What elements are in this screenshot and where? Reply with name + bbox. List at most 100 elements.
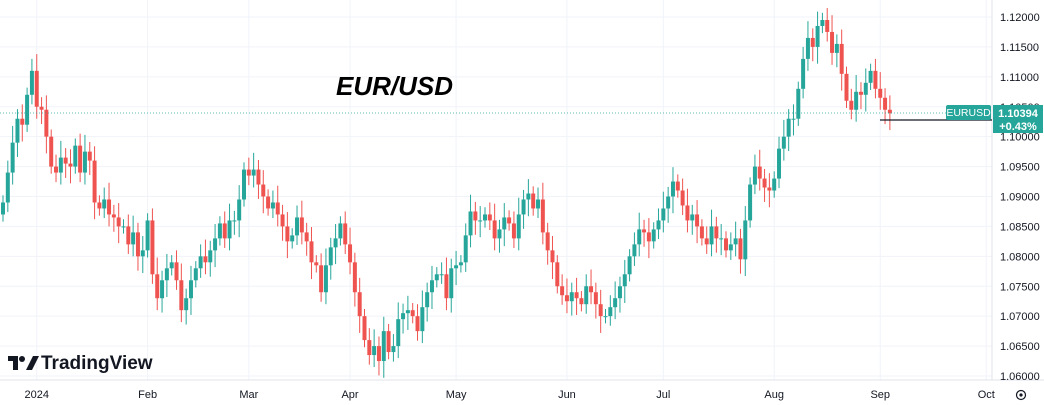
candle-body: [169, 262, 174, 269]
tradingview-icon: [8, 356, 39, 370]
candle-body: [743, 220, 748, 260]
candle-body: [608, 307, 613, 317]
candle-body: [391, 346, 396, 353]
candle: [825, 8, 830, 42]
candle: [34, 54, 39, 119]
candle: [54, 154, 59, 183]
candle: [642, 219, 647, 247]
settings-gear-icon[interactable]: [1015, 389, 1027, 401]
candle: [102, 187, 107, 219]
candle: [352, 252, 357, 307]
x-tick-label: May: [446, 389, 467, 401]
candle-body: [507, 217, 512, 224]
candle-body: [801, 58, 806, 89]
candle-body: [478, 220, 483, 222]
candle: [478, 206, 483, 238]
candle: [883, 88, 888, 125]
candle-body: [232, 220, 237, 222]
candle-body: [502, 217, 507, 230]
candle-body: [564, 295, 569, 302]
candle-body: [372, 346, 377, 356]
candle-body: [603, 316, 608, 318]
candle: [10, 125, 15, 185]
candle-body: [323, 265, 328, 293]
candle-body: [20, 118, 25, 125]
candle-body: [381, 331, 386, 362]
candle: [685, 188, 690, 233]
y-tick-label: 1.07000: [1000, 311, 1040, 323]
candle: [362, 308, 367, 348]
candle-body: [237, 199, 242, 221]
candle: [150, 208, 155, 284]
candle: [670, 167, 675, 214]
candle-body: [275, 202, 280, 215]
candle-body: [208, 250, 213, 263]
candle: [603, 308, 608, 324]
plot-area: [0, 0, 1044, 381]
candle: [622, 259, 627, 304]
candle-body: [150, 220, 155, 275]
candle: [444, 257, 449, 311]
candle: [849, 88, 854, 120]
candle-body: [92, 160, 97, 203]
candle: [613, 281, 618, 320]
candle: [854, 75, 859, 122]
candle-body: [511, 223, 516, 239]
candle-body: [680, 190, 685, 206]
candle: [107, 182, 112, 227]
candle-body: [304, 232, 309, 242]
candle-body: [579, 298, 584, 305]
candle: [545, 222, 550, 265]
candle: [521, 189, 526, 229]
candle-body: [39, 106, 44, 110]
candle-body: [78, 145, 83, 173]
candle: [367, 328, 372, 365]
candle: [714, 216, 719, 253]
candle: [748, 177, 753, 228]
candle: [526, 179, 531, 217]
candle: [608, 295, 613, 326]
candle: [473, 201, 478, 235]
candle-body: [116, 217, 121, 227]
candle: [82, 134, 87, 185]
price-tag: [993, 105, 1043, 133]
candle: [217, 216, 222, 246]
candle-body: [184, 298, 189, 311]
candle: [651, 222, 656, 249]
candle-body: [63, 157, 68, 164]
candle: [796, 81, 801, 126]
candle: [188, 265, 193, 315]
candle-body: [463, 235, 468, 263]
candle: [376, 336, 381, 376]
candle-body: [709, 226, 714, 245]
candle: [208, 240, 213, 277]
candle: [338, 216, 343, 246]
candle-body: [160, 280, 165, 299]
candle-body: [497, 229, 502, 239]
candle-body: [203, 256, 208, 263]
candle-body: [458, 262, 463, 266]
candle: [511, 211, 516, 248]
candle-body: [521, 199, 526, 215]
candle-body: [767, 187, 772, 191]
candle: [29, 58, 34, 105]
candle: [97, 195, 102, 216]
candle: [184, 288, 189, 325]
candle-body: [68, 163, 73, 167]
candle: [299, 200, 304, 245]
candle-body: [786, 118, 791, 137]
candle: [738, 228, 743, 274]
candle: [695, 200, 700, 244]
candle-body: [555, 262, 560, 287]
candle: [791, 104, 796, 136]
candle-body: [516, 214, 521, 239]
candle: [743, 206, 748, 277]
candle: [690, 204, 695, 235]
candle: [232, 210, 237, 235]
candle: [878, 72, 883, 110]
y-tick-label: 1.10000: [1000, 132, 1040, 144]
y-tick-label: 1.11500: [1000, 42, 1039, 54]
candle-body: [434, 274, 439, 281]
candle: [752, 154, 757, 195]
candle: [179, 263, 184, 323]
